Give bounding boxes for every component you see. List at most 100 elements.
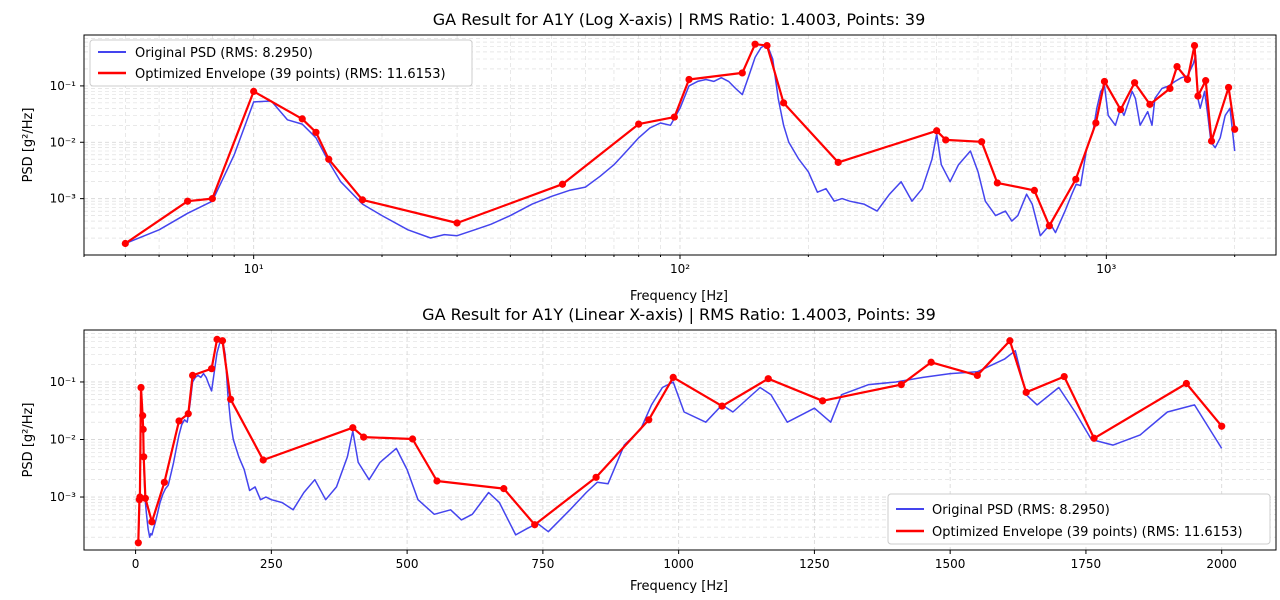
- envelope-point: [751, 40, 759, 48]
- envelope-point: [635, 120, 643, 128]
- x-tick-label: 10¹: [244, 262, 264, 276]
- envelope-point: [1131, 79, 1139, 87]
- envelope-point: [933, 127, 941, 135]
- envelope-point: [1006, 337, 1014, 345]
- ticks: 10⁻³ 10⁻² 10⁻¹ 10¹ 10² 10³: [50, 79, 1236, 276]
- y-tick-label: 10⁻³: [50, 490, 77, 504]
- envelope-point: [592, 473, 600, 481]
- y-axis-label: PSD [g²/Hz]: [21, 108, 36, 183]
- envelope-point: [1116, 105, 1125, 114]
- envelope-point: [1022, 388, 1030, 396]
- legend: Original PSD (RMS: 8.2950) Optimized Env…: [887, 493, 1271, 545]
- envelope-point: [1092, 119, 1100, 127]
- envelope-point: [897, 380, 905, 389]
- legend-label-envelope: Optimized Envelope (39 points) (RMS: 11.…: [135, 67, 446, 82]
- envelope-point: [738, 69, 746, 77]
- legend-box: [887, 493, 1271, 545]
- envelope-point: [1173, 63, 1181, 71]
- series-group: [121, 40, 1239, 248]
- envelope-point: [298, 115, 306, 123]
- envelope-point: [349, 424, 357, 432]
- x-tick-label: 10²: [670, 262, 690, 276]
- x-tick-label: 1750: [1071, 557, 1102, 571]
- chart-title: GA Result for A1Y (Log X-axis) | RMS Rat…: [433, 10, 926, 29]
- envelope-point: [433, 477, 441, 485]
- envelope-point: [1166, 84, 1174, 93]
- series-group: [134, 335, 1226, 547]
- envelope-point: [259, 456, 267, 464]
- x-tick-label: 10³: [1096, 262, 1116, 276]
- envelope-point: [453, 219, 461, 227]
- envelope-point: [1218, 422, 1226, 430]
- y-tick-label: 10⁻³: [50, 192, 77, 206]
- envelope-point: [141, 494, 149, 502]
- envelope-point: [1045, 222, 1053, 230]
- envelope-point: [134, 539, 142, 547]
- envelope-point: [137, 383, 145, 392]
- envelope-point: [184, 197, 192, 205]
- envelope-point: [175, 417, 183, 425]
- x-tick-label: 1000: [663, 557, 694, 571]
- envelope-point: [531, 521, 539, 529]
- envelope-point: [227, 395, 235, 403]
- y-tick-label: 10⁻²: [50, 432, 77, 446]
- legend-label-envelope: Optimized Envelope (39 points) (RMS: 11.…: [932, 525, 1243, 540]
- x-tick-label: 250: [260, 557, 283, 571]
- legend: Original PSD (RMS: 8.2950) Optimized Env…: [89, 39, 473, 87]
- legend-box: [89, 39, 473, 87]
- envelope-point: [1146, 100, 1154, 108]
- linear-x-chart: GA Result for A1Y (Linear X-axis) | RMS …: [21, 305, 1277, 594]
- envelope-point: [250, 87, 258, 95]
- envelope-point: [558, 180, 567, 188]
- envelope-point: [1183, 75, 1192, 84]
- envelope-point: [208, 365, 216, 373]
- envelope-point: [669, 373, 677, 382]
- x-tick-label: 1250: [799, 557, 830, 571]
- legend-label-original: Original PSD (RMS: 8.2950): [135, 46, 313, 61]
- envelope-point: [1202, 77, 1210, 85]
- envelope-point: [718, 402, 726, 410]
- envelope-point: [160, 478, 168, 486]
- envelope-point: [780, 99, 788, 107]
- legend-label-original: Original PSD (RMS: 8.2950): [932, 503, 1110, 518]
- envelope-point: [500, 485, 508, 493]
- envelope-point: [645, 416, 653, 424]
- envelope-point: [1231, 125, 1239, 133]
- envelope-point: [184, 410, 192, 418]
- x-tick-label: 750: [531, 557, 554, 571]
- envelope-point: [136, 493, 144, 501]
- envelope-point: [942, 136, 950, 144]
- envelope-point: [1100, 77, 1109, 86]
- envelope-point: [189, 371, 197, 380]
- envelope-point: [139, 412, 147, 420]
- envelope-point: [218, 337, 227, 345]
- x-tick-label: 0: [132, 557, 140, 571]
- envelope-point: [670, 113, 678, 121]
- envelope-point: [148, 518, 156, 526]
- envelope-point: [764, 375, 772, 383]
- ticks: 10⁻³ 10⁻² 10⁻¹ 0 250 500 750 1000 1250 1500 1750 20…: [50, 375, 1237, 571]
- envelope-point: [1060, 372, 1068, 381]
- envelope-point: [408, 435, 417, 443]
- envelope-point: [973, 371, 981, 380]
- envelope-point: [927, 358, 935, 366]
- envelope-point: [685, 75, 693, 84]
- envelope-point: [834, 158, 842, 166]
- envelope-point: [1224, 83, 1233, 92]
- y-tick-label: 10⁻¹: [50, 375, 77, 389]
- x-axis-label: Frequency [Hz]: [630, 289, 728, 304]
- envelope-point: [121, 239, 129, 248]
- envelope-point: [993, 179, 1001, 187]
- chart-title: GA Result for A1Y (Linear X-axis) | RMS …: [422, 305, 936, 324]
- envelope-point: [208, 195, 216, 203]
- envelope-point: [818, 397, 827, 405]
- envelope-point: [763, 41, 771, 50]
- envelope-point: [1194, 92, 1202, 100]
- envelope-point: [978, 138, 986, 146]
- log-x-chart: GA Result for A1Y (Log X-axis) | RMS Rat…: [21, 10, 1277, 304]
- series-line-original-psd: [125, 43, 1236, 245]
- envelope-point: [1072, 175, 1080, 183]
- envelope-point: [360, 433, 368, 441]
- x-tick-label: 500: [396, 557, 419, 571]
